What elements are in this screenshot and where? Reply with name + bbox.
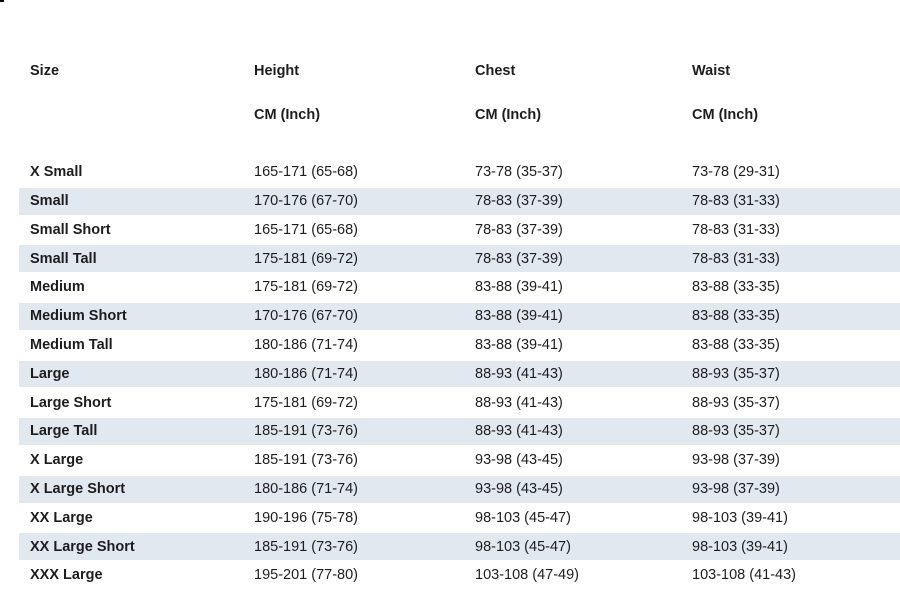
table-row: Medium 175-181 (69-72) 83-88 (39-41) 83-…	[19, 274, 900, 301]
size-chart-table: Size Height CM (Inch) Chest CM (Inch) Wa…	[19, 0, 900, 591]
chest-cell: 78-83 (37-39)	[475, 250, 563, 267]
waist-cell: 73-78 (29-31)	[692, 164, 780, 181]
column-header-waist: Waist CM (Inch)	[692, 38, 900, 148]
table-row: Small 170-176 (67-70) 78-83 (37-39) 78-8…	[19, 187, 900, 215]
size-cell: Large	[30, 365, 70, 382]
chest-cell: 98-103 (45-47)	[475, 509, 571, 526]
height-cell: 170-176 (67-70)	[254, 192, 358, 209]
column-header-height: Height CM (Inch)	[254, 38, 475, 148]
waist-cell: 88-93 (35-37)	[692, 423, 780, 440]
column-header-size: Size	[30, 38, 254, 148]
waist-cell: 98-103 (39-41)	[692, 538, 788, 555]
size-cell: X Large	[30, 452, 84, 469]
height-cell: 180-186 (71-74)	[254, 365, 358, 382]
table-row: X Small 165-171 (65-68) 73-78 (35-37) 73…	[19, 159, 900, 186]
height-cell: 175-181 (69-72)	[254, 250, 358, 267]
height-cell: 165-171 (65-68)	[254, 164, 358, 181]
chest-cell: 93-98 (43-45)	[475, 480, 563, 497]
column-header-waist-label: Waist	[692, 63, 731, 79]
waist-cell: 88-93 (35-37)	[692, 365, 780, 382]
chest-cell: 83-88 (39-41)	[475, 308, 563, 325]
table-row: Medium Tall 180-186 (71-74) 83-88 (39-41…	[19, 331, 900, 359]
waist-cell: 103-108 (41-43)	[692, 567, 796, 584]
waist-cell: 78-83 (31-33)	[692, 250, 780, 267]
column-header-waist-unit: CM (Inch)	[692, 107, 759, 123]
size-cell: Large Tall	[30, 423, 98, 440]
height-cell: 180-186 (71-74)	[254, 480, 358, 497]
table-row: Medium Short 170-176 (67-70) 83-88 (39-4…	[19, 302, 900, 330]
size-cell: XX Large	[30, 509, 93, 526]
table-row: XX Large 190-196 (75-78) 98-103 (45-47) …	[19, 504, 900, 532]
waist-cell: 83-88 (33-35)	[692, 279, 780, 296]
table-row: XXX Large 195-201 (77-80) 103-108 (47-49…	[19, 562, 900, 589]
chest-cell: 98-103 (45-47)	[475, 538, 571, 555]
chest-cell: 93-98 (43-45)	[475, 452, 563, 469]
table-row: X Large 185-191 (73-76) 93-98 (43-45) 93…	[19, 446, 900, 474]
waist-cell: 78-83 (31-33)	[692, 221, 780, 238]
size-cell: XXX Large	[30, 567, 103, 584]
size-cell: X Small	[30, 164, 83, 181]
waist-cell: 78-83 (31-33)	[692, 192, 780, 209]
size-cell: Small Short	[30, 221, 111, 238]
table-header-row: Size Height CM (Inch) Chest CM (Inch) Wa…	[19, 0, 900, 148]
chest-cell: 73-78 (35-37)	[475, 164, 563, 181]
size-cell: Medium Tall	[30, 336, 113, 353]
column-header-height-label: Height	[254, 63, 300, 79]
height-cell: 180-186 (71-74)	[254, 336, 358, 353]
table-row: Large Tall 185-191 (73-76) 88-93 (41-43)…	[19, 418, 900, 445]
table-body: X Small 165-171 (65-68) 73-78 (35-37) 73…	[19, 159, 900, 589]
waist-cell: 93-98 (37-39)	[692, 480, 780, 497]
waist-cell: 83-88 (33-35)	[692, 308, 780, 325]
height-cell: 185-191 (73-76)	[254, 452, 358, 469]
table-row: XX Large Short 185-191 (73-76) 98-103 (4…	[19, 533, 900, 561]
size-cell: Small	[30, 192, 69, 209]
chest-cell: 88-93 (41-43)	[475, 394, 563, 411]
chest-cell: 83-88 (39-41)	[475, 336, 563, 353]
chest-cell: 88-93 (41-43)	[475, 365, 563, 382]
size-cell: Medium Short	[30, 308, 127, 325]
table-row: Small Short 165-171 (65-68) 78-83 (37-39…	[19, 216, 900, 244]
height-cell: 185-191 (73-76)	[254, 538, 358, 555]
chest-cell: 103-108 (47-49)	[475, 567, 579, 584]
height-cell: 165-171 (65-68)	[254, 221, 358, 238]
size-cell: Small Tall	[30, 250, 97, 267]
chest-cell: 83-88 (39-41)	[475, 279, 563, 296]
table-row: X Large Short 180-186 (71-74) 93-98 (43-…	[19, 475, 900, 503]
table-row: Large Short 175-181 (69-72) 88-93 (41-43…	[19, 389, 900, 417]
column-header-size-label: Size	[30, 63, 60, 79]
table-row: Small Tall 175-181 (69-72) 78-83 (37-39)…	[19, 245, 900, 273]
height-cell: 170-176 (67-70)	[254, 308, 358, 325]
size-cell: Large Short	[30, 394, 112, 411]
height-cell: 190-196 (75-78)	[254, 509, 358, 526]
height-cell: 195-201 (77-80)	[254, 567, 358, 584]
column-header-height-unit: CM (Inch)	[254, 107, 321, 123]
chest-cell: 78-83 (37-39)	[475, 192, 563, 209]
column-header-chest-unit: CM (Inch)	[475, 107, 542, 123]
height-cell: 175-181 (69-72)	[254, 279, 358, 296]
size-cell: XX Large Short	[30, 538, 135, 555]
size-cell: Medium	[30, 279, 85, 296]
height-cell: 185-191 (73-76)	[254, 423, 358, 440]
column-header-chest-label: Chest	[475, 63, 516, 79]
screen-corner-artifact	[0, 0, 4, 2]
chest-cell: 78-83 (37-39)	[475, 221, 563, 238]
waist-cell: 93-98 (37-39)	[692, 452, 780, 469]
table-row: Large 180-186 (71-74) 88-93 (41-43) 88-9…	[19, 360, 900, 388]
column-header-chest: Chest CM (Inch)	[475, 38, 692, 148]
waist-cell: 83-88 (33-35)	[692, 336, 780, 353]
chest-cell: 88-93 (41-43)	[475, 423, 563, 440]
waist-cell: 88-93 (35-37)	[692, 394, 780, 411]
waist-cell: 98-103 (39-41)	[692, 509, 788, 526]
height-cell: 175-181 (69-72)	[254, 394, 358, 411]
size-cell: X Large Short	[30, 480, 126, 497]
